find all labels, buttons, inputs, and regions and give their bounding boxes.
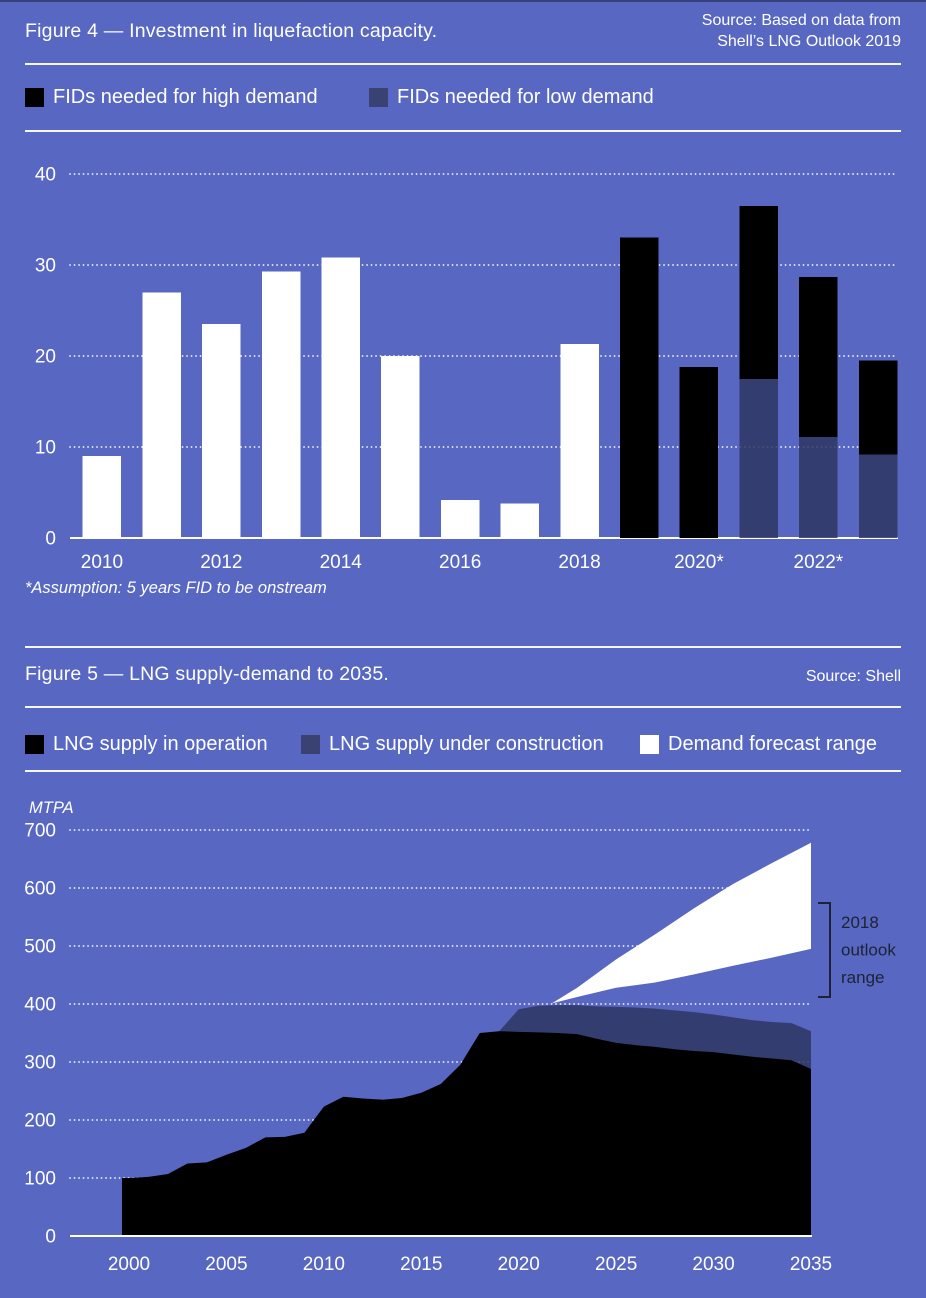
legend-swatch-demand-range xyxy=(640,735,659,754)
page-top-edge xyxy=(0,0,926,2)
figure4-xtick-2022*: 2022* xyxy=(794,552,844,573)
figure5-xtick-2025: 2025 xyxy=(595,1254,637,1275)
legend-label-demand-range: Demand forecast range xyxy=(668,733,878,755)
figure5-source: Source: Shell xyxy=(805,668,901,685)
divider xyxy=(25,63,901,65)
bar-high-demand-2020 xyxy=(679,366,719,538)
figure5-ytick-100: 100 xyxy=(24,1169,56,1190)
divider xyxy=(25,646,901,648)
bar-high-demand-2022 xyxy=(799,276,838,437)
legend-label-high-demand: FIDs needed for high demand xyxy=(53,86,318,108)
figure5-y-axis-unit: MTPA xyxy=(29,799,74,817)
figure4-ytick-20: 20 xyxy=(35,347,56,368)
area-demand-forecast-range xyxy=(551,842,811,1004)
figure4-xtick-2020*: 2020* xyxy=(674,552,724,573)
legend-label-low-demand: FIDs needed for low demand xyxy=(397,86,654,108)
bar-low-demand-2021 xyxy=(739,378,778,538)
legend-item-supply-operation: LNG supply in operation xyxy=(25,733,268,755)
figure5-ytick-200: 200 xyxy=(24,1111,56,1132)
legend-item-fids-low-demand: FIDs needed for low demand xyxy=(369,86,654,108)
figure4-source-line2: Shell’s LNG Outlook 2019 xyxy=(717,33,901,50)
figure5-xtick-2000: 2000 xyxy=(108,1254,150,1275)
figure4-xtick-2016: 2016 xyxy=(439,552,481,573)
outlook-range-annotation-line2: outlook xyxy=(841,941,896,960)
figure5-xtick-2030: 2030 xyxy=(692,1254,734,1275)
bar-high-demand-2023 xyxy=(858,360,898,455)
legend-label-supply-construction: LNG supply under construction xyxy=(329,733,604,755)
bar-historical-2011 xyxy=(142,292,181,538)
figure5-xtick-2005: 2005 xyxy=(205,1254,247,1275)
figure5-xtick-2015: 2015 xyxy=(400,1254,442,1275)
figure4-ytick-0: 0 xyxy=(45,529,56,550)
area-supply-in-operation xyxy=(121,1031,811,1236)
figure4-title: Figure 4 — Investment in liquefaction ca… xyxy=(25,20,438,42)
figure5-ytick-300: 300 xyxy=(24,1053,56,1074)
bar-historical-2017 xyxy=(500,503,540,538)
figure4-xtick-2012: 2012 xyxy=(200,552,242,573)
legend-swatch-supply-operation xyxy=(25,735,44,754)
figure5-xtick-2035: 2035 xyxy=(790,1254,832,1275)
figure5-ytick-400: 400 xyxy=(24,995,56,1016)
bar-historical-2014 xyxy=(321,257,360,538)
legend-item-fids-high-demand: FIDs needed for high demand xyxy=(25,86,318,108)
bar-low-demand-2023 xyxy=(858,454,898,538)
bar-historical-2018 xyxy=(560,344,599,538)
bar-high-demand-2021 xyxy=(739,205,778,379)
figure5-xtick-2020: 2020 xyxy=(498,1254,540,1275)
figure4-ytick-40: 40 xyxy=(35,165,56,186)
figure4-xtick-2010: 2010 xyxy=(81,552,123,573)
figure5-xtick-2010: 2010 xyxy=(303,1254,345,1275)
bar-low-demand-2022 xyxy=(799,436,838,538)
figure4-xtick-2018: 2018 xyxy=(558,552,600,573)
outlook-range-bracket xyxy=(818,902,831,998)
divider xyxy=(25,770,901,772)
figure4-footnote: *Assumption: 5 years FID to be onstream xyxy=(25,579,327,597)
legend-swatch-supply-construction xyxy=(301,735,320,754)
figure4-bar-chart: 0 10 20 30 40 2010 2012 2014 2016 2018 2020* 2022* *… xyxy=(25,165,899,597)
figure5-ytick-700: 700 xyxy=(24,821,56,842)
legend-swatch-low-demand xyxy=(369,88,388,107)
figure5-area-chart: 0 100 200 300 400 500 600 700 MTPA 2000 2005 2010 20… xyxy=(24,799,896,1275)
outlook-range-annotation-line3: range xyxy=(841,968,884,987)
legend-swatch-high-demand xyxy=(25,88,44,107)
figure4-source-line1: Source: Based on data from xyxy=(701,12,901,29)
figure4-ytick-10: 10 xyxy=(35,438,56,459)
legend-item-supply-construction: LNG supply under construction xyxy=(301,733,604,755)
figure4-xtick-2014: 2014 xyxy=(320,552,363,573)
figure5-ytick-500: 500 xyxy=(24,937,56,958)
bar-historical-2012 xyxy=(202,324,241,538)
legend-item-demand-range: Demand forecast range xyxy=(640,733,878,755)
figure4-source: Source: Based on data from Shell’s LNG O… xyxy=(702,10,901,52)
bar-historical-2015 xyxy=(381,356,420,538)
legend-label-supply-operation: LNG supply in operation xyxy=(53,733,268,755)
divider xyxy=(25,130,901,132)
bar-historical-2013 xyxy=(261,271,301,538)
figure5-title: Figure 5 — LNG supply-demand to 2035. xyxy=(25,663,390,685)
bar-high-demand-2019 xyxy=(620,237,659,538)
bar-historical-2016 xyxy=(440,499,480,538)
outlook-range-annotation-line1: 2018 xyxy=(841,913,879,932)
figure4-ytick-30: 30 xyxy=(35,256,56,277)
figure5-ytick-600: 600 xyxy=(24,879,56,900)
divider xyxy=(25,706,901,708)
bar-historical-2010 xyxy=(82,456,122,538)
figure5-ytick-0: 0 xyxy=(45,1227,56,1248)
